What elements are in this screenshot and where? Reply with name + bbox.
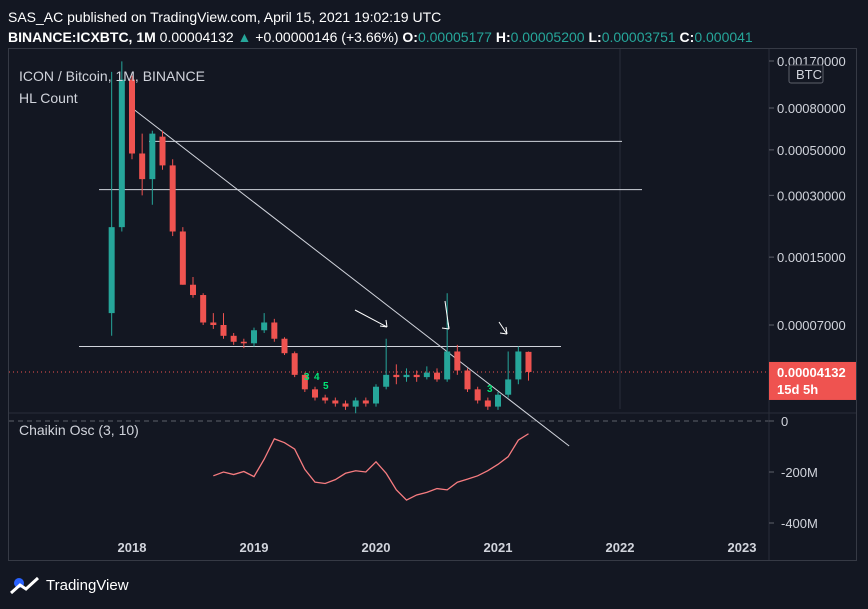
candle-body bbox=[291, 353, 298, 375]
hl-count-label: 4 bbox=[314, 372, 320, 383]
quote-line: BINANCE:ICXBTC, 1M 0.00004132 ▲ +0.00000… bbox=[8, 27, 753, 47]
oscillator-title: Chaikin Osc (3, 10) bbox=[19, 422, 139, 438]
high-label: H: bbox=[495, 29, 511, 45]
arrow-head-icon bbox=[499, 326, 508, 335]
candle-body bbox=[312, 389, 318, 398]
time-tick-label: 2019 bbox=[240, 540, 269, 555]
last-price-tag bbox=[769, 361, 856, 400]
price-tick-label: 0.00007000 bbox=[777, 318, 846, 333]
candle-body bbox=[383, 374, 390, 387]
tradingview-footer[interactable]: TradingView bbox=[10, 575, 129, 595]
candle-body bbox=[200, 295, 207, 323]
candle-body bbox=[413, 374, 420, 378]
tradingview-logo-icon bbox=[10, 576, 40, 595]
candle-body bbox=[342, 403, 349, 407]
candle-body bbox=[281, 338, 288, 354]
candle-body bbox=[118, 79, 125, 228]
arrow-head-icon bbox=[379, 319, 388, 328]
chart-header: SAS_AC published on TradingView.com, Apr… bbox=[8, 7, 753, 47]
candle-body bbox=[129, 79, 135, 154]
indicator-label: HL Count bbox=[19, 90, 78, 106]
candle-body bbox=[179, 231, 186, 285]
chart-canvas[interactable]: 3 45 3 0.001700000.000800000.000500000.000… bbox=[9, 49, 856, 560]
candle-body bbox=[352, 400, 359, 407]
annotation-arrow bbox=[354, 309, 388, 328]
time-tick-label: 2021 bbox=[484, 540, 513, 555]
candle-body bbox=[271, 322, 278, 339]
price-tick-label: 0.00080000 bbox=[777, 101, 846, 116]
open-value: 0.00005177 bbox=[417, 29, 492, 45]
candle-body bbox=[139, 153, 146, 180]
price-tick-label: 0.00015000 bbox=[777, 250, 846, 265]
candle-body bbox=[220, 325, 227, 336]
candle-body bbox=[362, 400, 369, 404]
low-value: 0.00003751 bbox=[601, 29, 676, 45]
symbol-label: BINANCE:ICXBTC, 1M bbox=[8, 29, 156, 45]
chaikin-oscillator-line bbox=[213, 433, 529, 501]
candle-body bbox=[108, 227, 115, 314]
candle-body bbox=[159, 136, 166, 166]
candle-body bbox=[444, 351, 451, 380]
trend-line bbox=[131, 107, 570, 447]
brand-name: TradingView bbox=[46, 576, 129, 594]
candle-body bbox=[169, 165, 176, 232]
candle-body bbox=[149, 133, 156, 180]
close-label: C: bbox=[679, 29, 695, 45]
bar-countdown: 15d 5h bbox=[777, 382, 818, 397]
candle-body bbox=[261, 322, 268, 331]
currency-box bbox=[788, 64, 824, 84]
price-tick-label: 0.00030000 bbox=[777, 188, 846, 203]
candle-body bbox=[251, 330, 257, 344]
candle-body bbox=[495, 394, 501, 407]
high-value: 0.00005200 bbox=[510, 29, 585, 45]
chart-title: ICON / Bitcoin, 1M, BINANCE bbox=[19, 68, 205, 84]
up-arrow-icon: ▲ bbox=[237, 29, 252, 45]
candle-body bbox=[373, 386, 379, 404]
candle-body bbox=[190, 284, 196, 296]
price-tick-label: 0.00050000 bbox=[777, 143, 846, 158]
low-label: L: bbox=[588, 29, 602, 45]
candle-body bbox=[210, 322, 217, 325]
candle-body bbox=[322, 397, 329, 401]
candle-body bbox=[332, 400, 339, 404]
candle-body bbox=[301, 374, 308, 390]
hl-count-label: 3 bbox=[304, 372, 310, 383]
annotation-arrow bbox=[498, 321, 508, 335]
open-label: O: bbox=[402, 29, 418, 45]
osc-tick-label: -200M bbox=[781, 465, 818, 480]
time-tick-label: 2018 bbox=[118, 540, 147, 555]
last-price-value: 0.00004132 bbox=[777, 365, 846, 380]
last-price: 0.00004132 bbox=[159, 29, 234, 45]
time-tick-label: 2022 bbox=[606, 540, 635, 555]
close-value: 0.000041 bbox=[694, 29, 753, 45]
arrow-head-icon bbox=[441, 321, 450, 330]
candle-body bbox=[474, 389, 481, 401]
currency-label: BTC bbox=[796, 67, 822, 82]
candle-body bbox=[434, 372, 440, 380]
hl-count-label: 3 bbox=[487, 384, 493, 395]
price-change: +0.00000146 (+3.66%) bbox=[255, 29, 399, 45]
hl-count-label: 5 bbox=[323, 381, 329, 392]
candle-body bbox=[515, 351, 522, 380]
osc-tick-label: 0 bbox=[781, 414, 788, 429]
candle-body bbox=[230, 335, 237, 342]
candle-body bbox=[403, 374, 410, 378]
candle-body bbox=[393, 374, 400, 378]
candle-body bbox=[484, 400, 491, 407]
candle-body bbox=[454, 351, 461, 371]
candle-body bbox=[240, 341, 247, 344]
osc-tick-label: -400M bbox=[781, 516, 818, 531]
candle-body bbox=[464, 370, 471, 390]
time-tick-label: 2023 bbox=[728, 540, 757, 555]
candle-body bbox=[505, 379, 512, 395]
time-tick-label: 2020 bbox=[362, 540, 391, 555]
publisher-line: SAS_AC published on TradingView.com, Apr… bbox=[8, 9, 442, 25]
candle-body bbox=[423, 372, 430, 378]
candle-body bbox=[525, 351, 532, 372]
